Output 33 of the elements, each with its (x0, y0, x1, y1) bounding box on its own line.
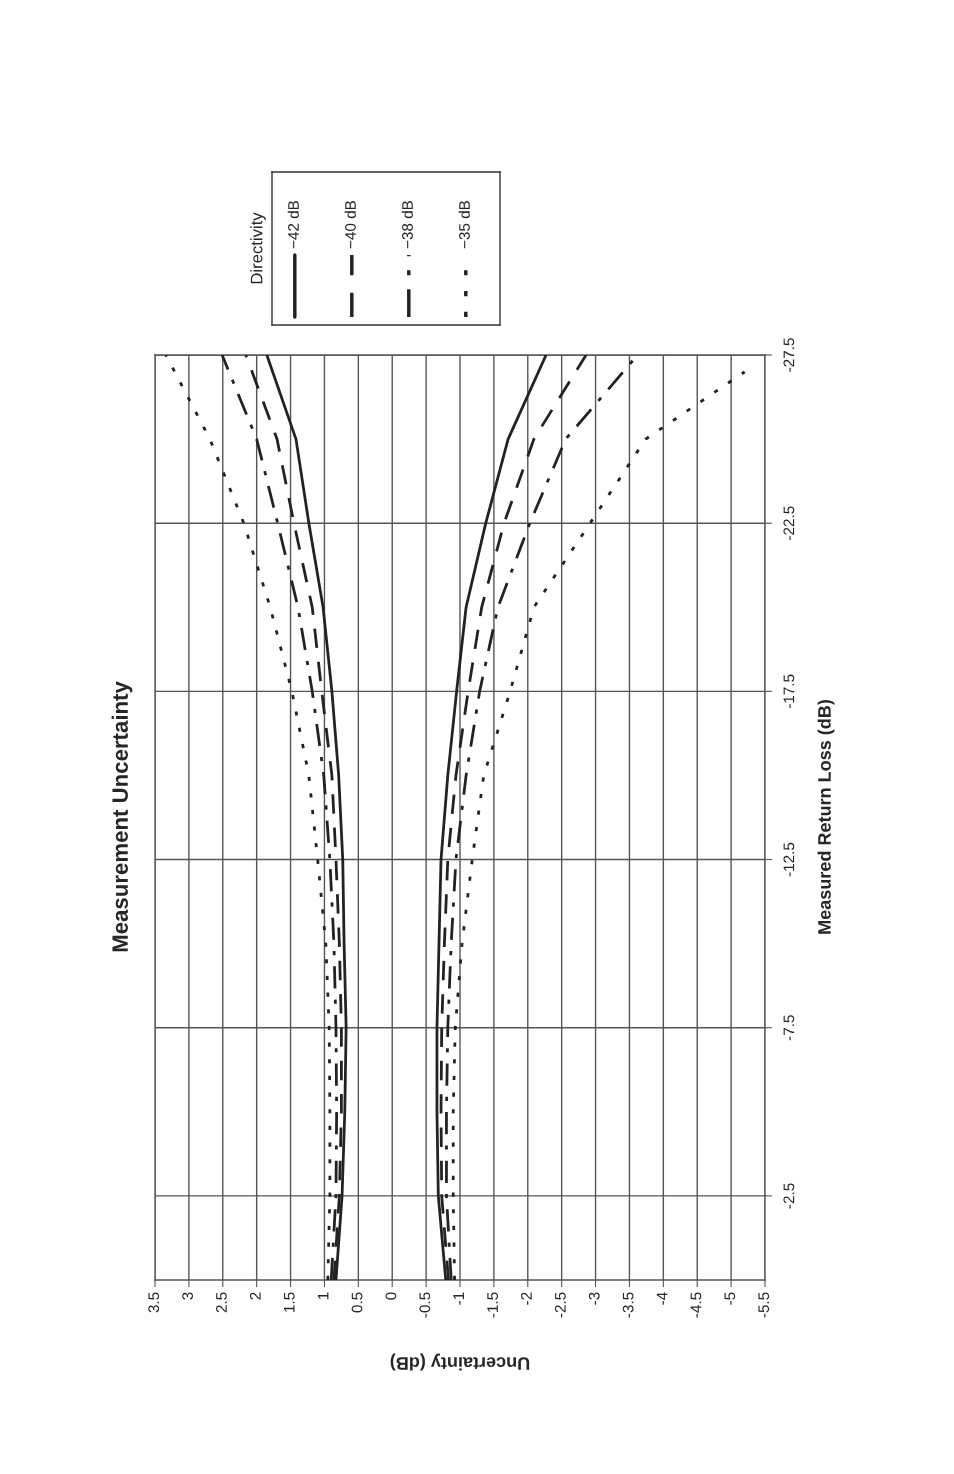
x-tick-label: -3.5 (622, 1292, 634, 1318)
x-tick-label: -2 (521, 1292, 532, 1305)
text: −42 dB (287, 200, 299, 249)
text: −38 dB (401, 200, 413, 249)
x-tick-label: -5.5 (758, 1292, 770, 1318)
x-tick-label: -0.5 (419, 1292, 431, 1318)
y-tick-label: -17.5 (783, 674, 795, 709)
legend-title: Directivity (250, 212, 266, 284)
y-axis-title: Measured Return Loss (dB) (817, 700, 835, 934)
y-tick-label: -2.5 (783, 1183, 795, 1209)
x-tick-label: -2.5 (554, 1292, 566, 1318)
text: −35 dB (458, 200, 470, 249)
text: −40 dB (344, 200, 356, 249)
x-tick-label: 3.5 (148, 1292, 160, 1313)
x-tick-label: -3 (588, 1292, 600, 1305)
x-tick-label: -1.5 (487, 1292, 498, 1318)
x-tick-label: -1 (453, 1292, 464, 1305)
y-tick-label: -12.5 (783, 842, 795, 877)
x-tick-label: 0 (385, 1292, 397, 1300)
x-tick-label: -4.5 (690, 1292, 702, 1318)
x-tick-label: -5 (724, 1292, 736, 1305)
x-tick-label: 0.5 (351, 1292, 363, 1313)
y-tick-label: -22.5 (783, 506, 795, 540)
y-tick-label: -27.5 (783, 338, 795, 372)
x-tick-label: 2 (249, 1292, 261, 1300)
x-tick-label: -4 (656, 1292, 668, 1305)
x-tick-label: 2.5 (216, 1292, 227, 1313)
x-axis-title: Uncertainty (dB) (390, 1353, 530, 1371)
x-tick-label: 1.5 (284, 1292, 295, 1312)
y-tick-label: -7.5 (783, 1015, 795, 1041)
x-tick-label: 1 (317, 1292, 329, 1300)
text: Measurement Uncertainty (111, 681, 133, 952)
x-tick-label: 3 (182, 1292, 193, 1300)
